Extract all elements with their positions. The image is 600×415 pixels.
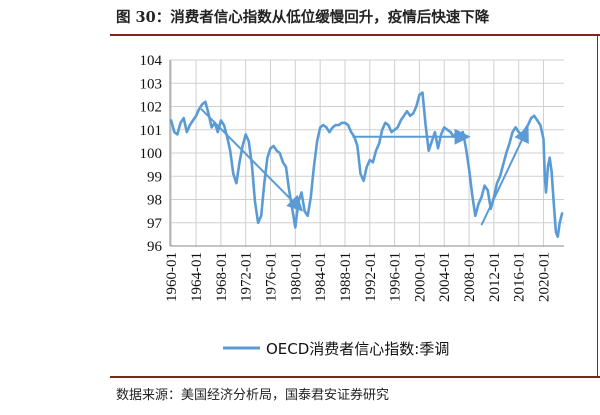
y-tick-labels: 96 97 98 99 100 101 102 103 104 [140,53,163,255]
x-tick-label: 1968-01 [214,252,230,302]
x-tick-label: 2004-01 [437,252,453,302]
y-tick-label: 100 [140,146,163,162]
x-tick-label: 1988-01 [338,252,354,302]
y-tick-label: 102 [140,100,163,116]
gridlines [170,59,564,247]
y-tick-label: 101 [140,123,163,139]
x-tick-label: 2012-01 [487,252,503,302]
y-tick-label: 97 [147,216,163,232]
bottom-rule [110,376,600,378]
y-tick-label: 98 [147,193,162,209]
legend: OECD消费者信心指数:季调 [223,340,449,358]
x-tick-label: 1960-01 [164,252,180,302]
x-tick-label: 1980-01 [288,252,304,302]
top-rule [110,34,600,36]
figure-title: 图 30：消费者信心指数从低位缓慢回升，疫情后快速下降 [116,9,490,26]
side-rule [597,34,598,376]
x-tick-label: 1984-01 [313,252,329,302]
y-tick-label: 99 [147,169,162,185]
axes [169,60,564,247]
x-tick-labels: 1960-01 1964-01 1968-01 1972-01 1976-01 1980-… [164,252,552,302]
x-tick-label: 1976-01 [264,252,280,302]
x-tick-label: 1992-01 [363,252,379,302]
trend-arrows [200,108,529,226]
legend-label: OECD消费者信心指数:季调 [266,340,449,358]
x-tick-label: 2020-01 [537,252,553,302]
series-layer [169,91,564,238]
y-tick-label: 96 [147,239,163,255]
trend-arrow-2 [480,126,529,226]
series-line-0 [169,91,564,238]
x-tick-label: 1996-01 [388,252,404,302]
x-tick-label: 2000-01 [412,252,428,302]
x-tick-label: 2016-01 [512,252,528,302]
x-tick-label: 2008-01 [462,252,478,302]
x-tick-label: 1964-01 [189,252,205,302]
x-tick-label: 1972-01 [239,252,255,302]
trend-arrow-0 [200,108,304,212]
source-note: 数据来源：美国经济分析局，国泰君安证券研究 [116,388,390,403]
y-tick-label: 104 [140,53,163,69]
y-tick-label: 103 [140,76,163,92]
